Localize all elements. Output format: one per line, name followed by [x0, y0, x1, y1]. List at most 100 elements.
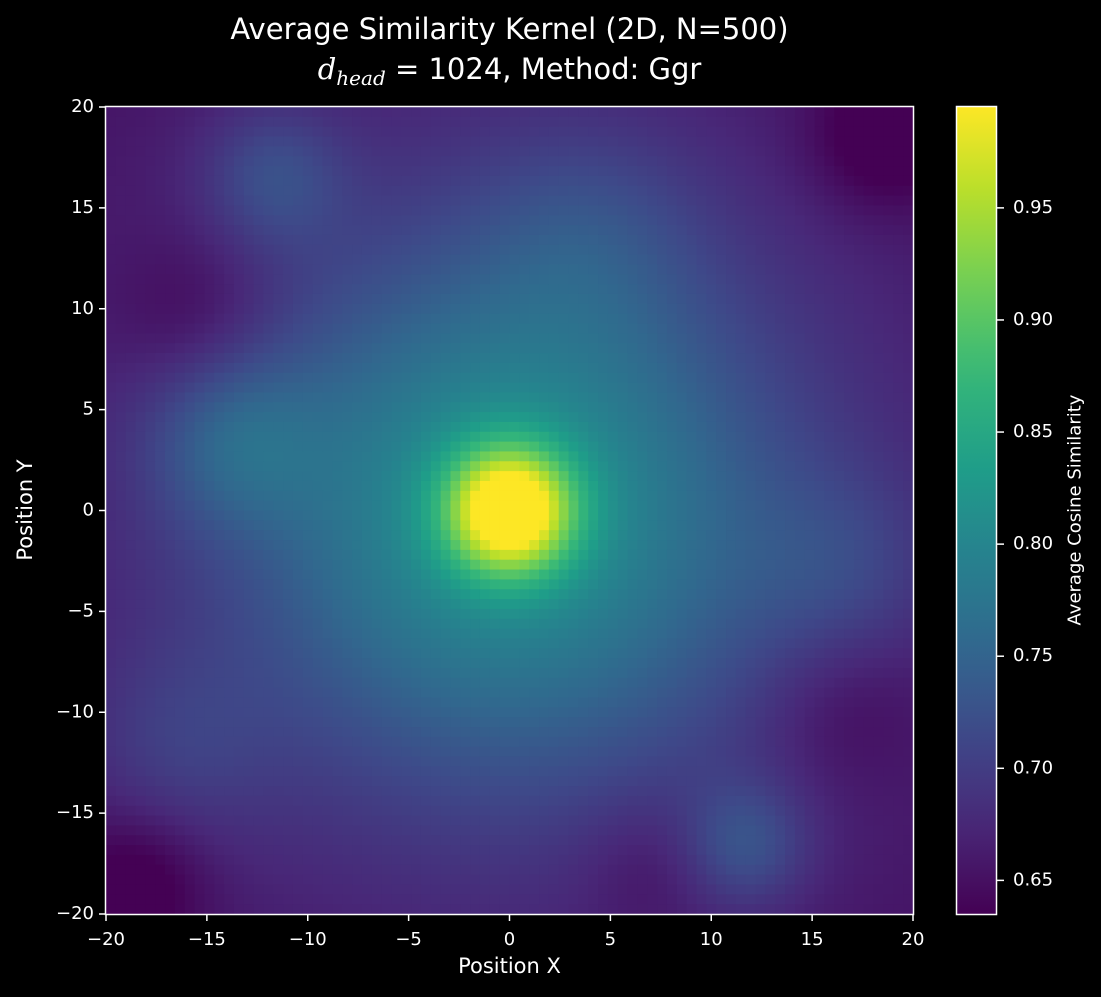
heatmap-cell [135, 421, 146, 433]
heatmap-cell [214, 244, 225, 256]
heatmap-cell [519, 540, 530, 551]
heatmap-cell [233, 658, 245, 669]
heatmap-cell [352, 530, 363, 541]
heatmap-cell [568, 480, 579, 492]
heatmap-cell [253, 599, 265, 610]
heatmap-cell [607, 303, 619, 315]
heatmap-cell [666, 687, 678, 699]
heatmap-cell [863, 343, 875, 354]
heatmap-cell [440, 234, 452, 246]
heatmap-cell [184, 677, 196, 689]
heatmap-cell [391, 441, 402, 453]
heatmap-cell [273, 185, 284, 197]
heatmap-cell [735, 156, 747, 167]
heatmap-cell [184, 599, 196, 610]
heatmap-cell [174, 303, 186, 315]
heatmap-cell [106, 628, 117, 640]
heatmap-cell [529, 156, 540, 167]
heatmap-cell [578, 116, 589, 128]
heatmap-cell [617, 274, 629, 285]
heatmap-cell [539, 687, 550, 699]
heatmap-cell [676, 107, 688, 118]
heatmap-cell [509, 549, 520, 561]
heatmap-cell [342, 510, 353, 521]
heatmap-cell [283, 254, 294, 266]
heatmap-cell [607, 431, 619, 443]
heatmap-cell [903, 608, 914, 620]
heatmap-cell [224, 313, 235, 325]
heatmap-cell [578, 382, 589, 393]
heatmap-cell [893, 549, 904, 561]
heatmap-cell [440, 490, 452, 502]
heatmap-cell [135, 225, 146, 236]
heatmap-cell [745, 136, 757, 147]
heatmap-cell [440, 244, 452, 256]
heatmap-cell [873, 195, 885, 207]
heatmap-cell [539, 107, 550, 118]
heatmap-cell [302, 510, 314, 521]
heatmap-cell [794, 343, 806, 354]
heatmap-cell [371, 333, 383, 344]
heatmap-cell [145, 303, 156, 315]
heatmap-cell [115, 490, 127, 502]
heatmap-cell [568, 549, 579, 561]
heatmap-cell [273, 579, 284, 590]
heatmap-cell [509, 530, 520, 541]
heatmap-cell [647, 579, 658, 590]
heatmap-cell [893, 687, 904, 699]
heatmap-cell [332, 185, 343, 197]
heatmap-cell [322, 107, 333, 118]
heatmap-cell [332, 638, 343, 649]
heatmap-cell [460, 471, 471, 482]
heatmap-cell [844, 402, 855, 413]
heatmap-cell [647, 412, 658, 423]
heatmap-cell [863, 234, 875, 246]
heatmap-cell [470, 156, 481, 167]
heatmap-cell [174, 343, 186, 354]
heatmap-cell [519, 343, 530, 354]
heatmap-cell [765, 293, 776, 305]
heatmap-cell [312, 471, 324, 482]
heatmap-cell [165, 471, 176, 482]
heatmap-cell [184, 510, 196, 521]
heatmap-cell [184, 697, 196, 708]
heatmap-cell [430, 195, 442, 207]
heatmap-cell [726, 234, 737, 246]
heatmap-cell [647, 234, 658, 246]
heatmap-cell [145, 274, 156, 285]
heatmap-cell [893, 107, 904, 118]
heatmap-cell [489, 382, 501, 393]
heatmap-cell [233, 490, 245, 502]
heatmap-cell [460, 195, 471, 207]
heatmap-cell [607, 284, 619, 295]
heatmap-cell [548, 244, 560, 256]
heatmap-cell [292, 402, 304, 413]
heatmap-cell [420, 362, 432, 374]
heatmap-cell [814, 264, 826, 275]
heatmap-cell [824, 156, 835, 167]
heatmap-cell [863, 392, 875, 403]
heatmap-cell [735, 175, 747, 187]
heatmap-cell [794, 185, 806, 197]
heatmap-cell [696, 540, 707, 551]
heatmap-cell [411, 225, 422, 236]
heatmap-cell [283, 628, 294, 640]
heatmap-cell [627, 254, 639, 266]
heatmap-cell [440, 402, 452, 413]
heatmap-cell [253, 372, 265, 384]
heatmap-cell [657, 234, 668, 246]
heatmap-cell [745, 353, 757, 364]
heatmap-cell [539, 628, 550, 640]
heatmap-cell [361, 500, 373, 512]
heatmap-cell [450, 254, 461, 266]
heatmap-cell [588, 461, 599, 472]
heatmap-cell [539, 136, 550, 147]
heatmap-cell [125, 648, 137, 659]
heatmap-cell [322, 500, 333, 512]
heatmap-cell [332, 589, 343, 600]
heatmap-cell [165, 156, 176, 167]
heatmap-cell [233, 225, 245, 236]
heatmap-cell [519, 579, 530, 590]
heatmap-cell [479, 589, 491, 600]
heatmap-cell [775, 510, 786, 521]
